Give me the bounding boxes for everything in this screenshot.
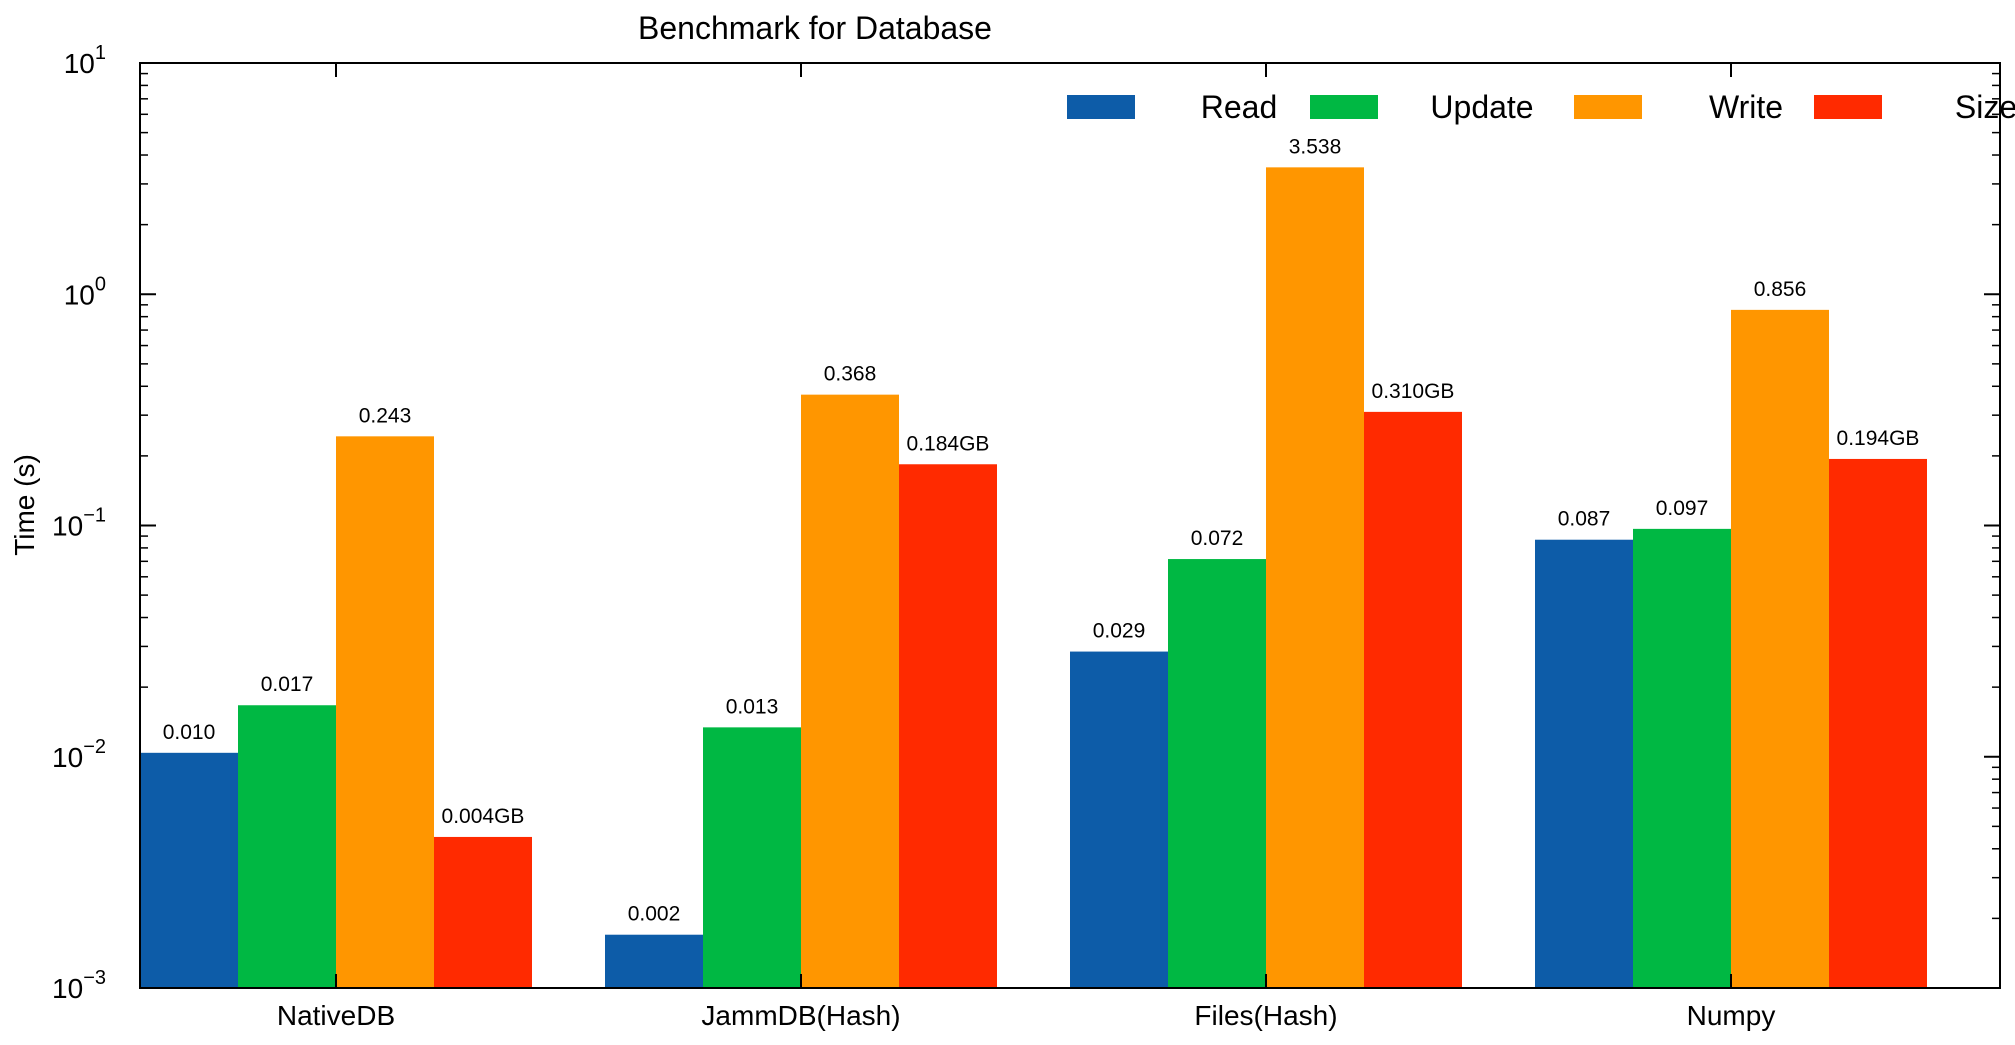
- bar-write-2: [1266, 167, 1364, 989]
- y-axis-label: Time (s): [9, 454, 40, 556]
- bar-value-label: 0.184GB: [907, 432, 990, 455]
- category-labels: NativeDB JammDB(Hash) Files(Hash) Numpy: [277, 63, 1775, 1031]
- bar-value-label: 0.013: [726, 695, 779, 718]
- legend-swatch-update: [1310, 95, 1378, 119]
- bar-update-3: [1633, 528, 1731, 988]
- legend-label: Update: [1430, 89, 1533, 125]
- x-tick-label: Files(Hash): [1194, 1000, 1337, 1031]
- bar-value-label: 0.194GB: [1837, 427, 1920, 450]
- legend-label: Read: [1201, 89, 1278, 125]
- legend-label: Write: [1709, 89, 1783, 125]
- bar-value-label: 0.310GB: [1372, 380, 1455, 403]
- bar-value-label: 0.002: [628, 903, 681, 926]
- bar-size-1: [899, 464, 997, 988]
- bar-size-0: [434, 836, 532, 988]
- y-tick-label: 10−1: [52, 505, 106, 542]
- x-tick-label: NativeDB: [277, 1000, 395, 1031]
- bar-value-label: 0.029: [1093, 620, 1146, 643]
- bar-value-label: 0.097: [1656, 497, 1709, 520]
- bar-value-label: 0.368: [824, 363, 877, 386]
- legend-swatch-read: [1067, 95, 1135, 119]
- bar-value-label: 0.004GB: [442, 805, 525, 828]
- bar-read-0: [140, 752, 238, 988]
- bar-value-label: 0.017: [261, 673, 314, 696]
- legend-swatch-write: [1574, 95, 1642, 119]
- legend-swatch-size: [1814, 95, 1882, 119]
- bar-value-label: 0.010: [163, 721, 216, 744]
- bar-update-0: [238, 705, 336, 988]
- bar-read-2: [1070, 651, 1168, 988]
- bar-update-1: [703, 727, 801, 988]
- bar-read-3: [1535, 539, 1633, 988]
- bar-read-1: [605, 934, 703, 988]
- plot-frame: [139, 62, 2001, 989]
- bar-value-label: 3.538: [1289, 135, 1342, 158]
- y-tick-label: 10−3: [52, 967, 106, 1004]
- legend: Read Update Write Size: [1067, 89, 2015, 125]
- chart-title: Benchmark for Database: [638, 10, 992, 46]
- x-tick-label: Numpy: [1687, 1000, 1776, 1031]
- bar-update-2: [1168, 559, 1266, 988]
- bar-value-label: 0.856: [1754, 278, 1807, 301]
- bar-write-3: [1731, 309, 1829, 988]
- y-tick-label: 10−2: [52, 736, 106, 773]
- bar-value-label: 0.072: [1191, 527, 1244, 550]
- bar-size-3: [1829, 458, 1927, 988]
- y-tick-label: 101: [64, 42, 106, 79]
- x-tick-label: JammDB(Hash): [701, 1000, 900, 1031]
- bar-size-2: [1364, 411, 1462, 988]
- bar-write-1: [801, 394, 899, 988]
- bar-value-label: 0.087: [1558, 508, 1611, 531]
- bar-write-0: [336, 436, 434, 988]
- legend-label: Size: [1955, 89, 2015, 125]
- bars-group: 0.010 0.017 0.243 0.004GB 0.002 0.013 0.368 0.1…: [140, 135, 1927, 989]
- y-tick-label: 100: [64, 273, 106, 310]
- bar-value-label: 0.243: [359, 404, 412, 427]
